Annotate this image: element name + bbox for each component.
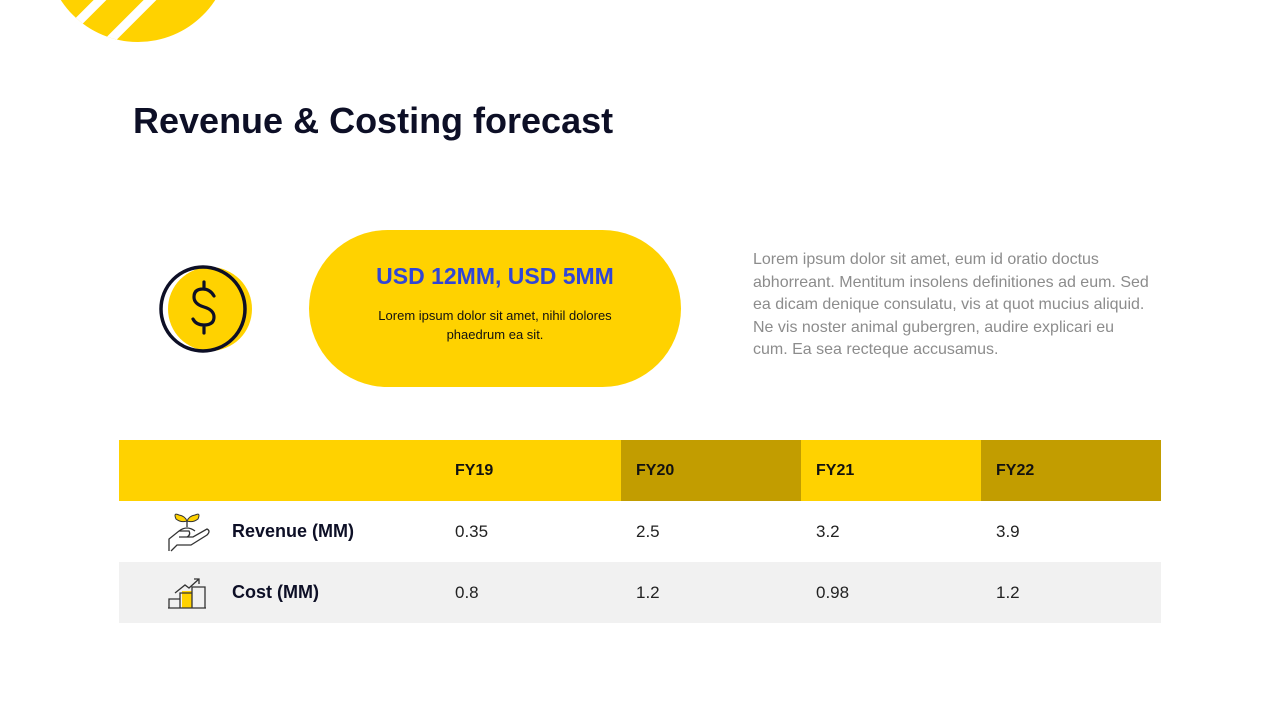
table-header-row: FY19 FY20 FY21 FY22 bbox=[119, 440, 1161, 501]
cell-value: 3.9 bbox=[996, 521, 1020, 541]
highlight-text: Lorem ipsum dolor sit amet, nihil dolore… bbox=[378, 308, 612, 342]
cell-value: 0.8 bbox=[440, 562, 621, 623]
cell-value: 1.2 bbox=[621, 562, 801, 623]
cell-value: 0.98 bbox=[801, 562, 981, 623]
cell-value: 2.5 bbox=[636, 521, 660, 541]
highlight-heading: USD 12MM, USD 5MM bbox=[376, 263, 614, 289]
description-paragraph: Lorem ipsum dolor sit amet, eum id orati… bbox=[753, 251, 1149, 358]
page-title: Revenue & Costing forecast bbox=[133, 100, 614, 141]
header-fy22: FY22 bbox=[981, 440, 1161, 501]
header-fy19: FY19 bbox=[440, 440, 621, 501]
plant-hand-icon bbox=[168, 513, 210, 551]
highlight-pill: USD 12MM, USD 5MM Lorem ipsum dolor sit … bbox=[309, 230, 681, 387]
cell-value: 1.2 bbox=[981, 562, 1161, 623]
header-fy21: FY21 bbox=[801, 440, 981, 501]
row-label-cell: Cost (MM) bbox=[119, 562, 440, 623]
forecast-table: FY19 FY20 FY21 FY22 Revenue (MM) 0.35 2.… bbox=[119, 440, 1161, 623]
bar-chart-growth-icon bbox=[168, 577, 206, 609]
row-label-cell: Revenue (MM) bbox=[119, 501, 440, 562]
logo-circle-stripes bbox=[46, 0, 230, 42]
row-label: Cost (MM) bbox=[232, 582, 319, 602]
row-label: Revenue (MM) bbox=[232, 521, 355, 541]
table-row: Cost (MM) 0.8 1.2 0.98 1.2 bbox=[119, 562, 1161, 623]
header-fy20: FY20 bbox=[621, 440, 801, 501]
header-empty bbox=[119, 440, 440, 501]
cell-value: 3.2 bbox=[816, 521, 840, 541]
dollar-coin-icon bbox=[159, 265, 252, 353]
table-row: Revenue (MM) 0.35 2.5 3.2 3.9 bbox=[119, 501, 1161, 562]
cell-value: 0.35 bbox=[455, 521, 489, 541]
